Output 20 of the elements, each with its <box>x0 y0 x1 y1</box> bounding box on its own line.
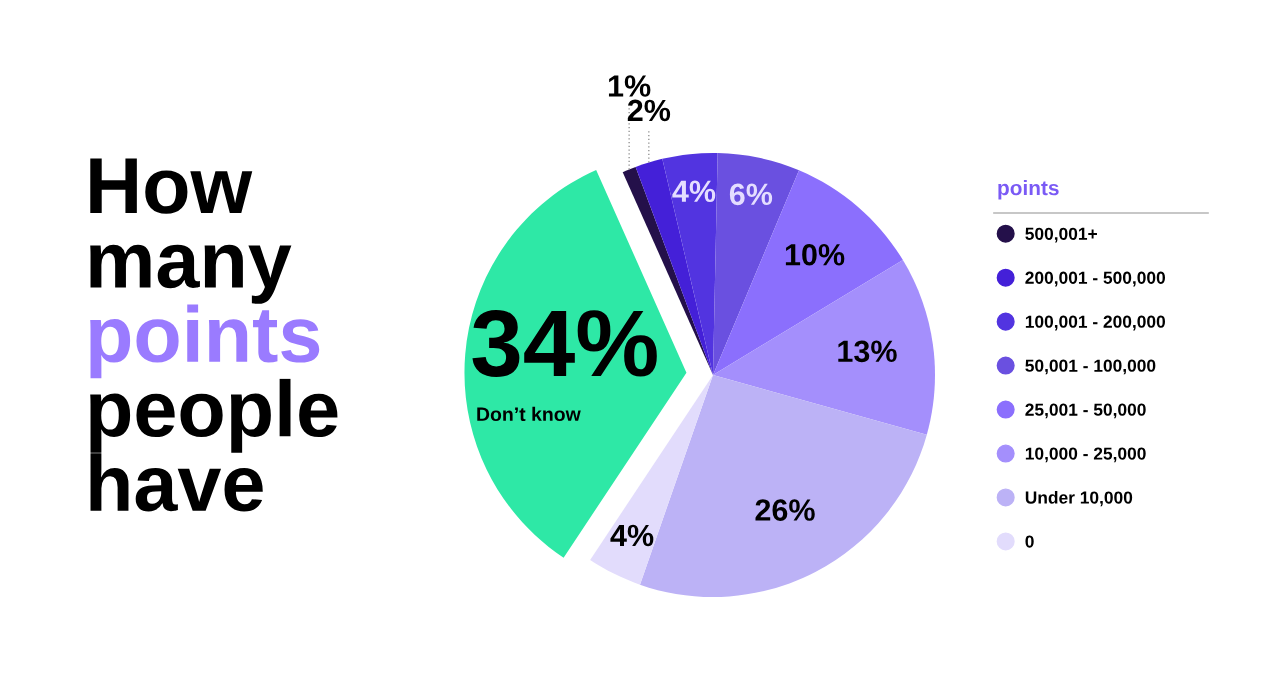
legend-label: 500,001+ <box>1025 227 1097 243</box>
legend-label: 50,001 - 100,000 <box>1025 359 1156 375</box>
legend-label: 10,000 - 25,000 <box>1025 447 1146 463</box>
legend-label: 0 <box>1025 535 1034 548</box>
data-label: 10% <box>785 243 845 266</box>
legend-title: points <box>998 180 1059 200</box>
data-label: 34% <box>472 309 657 377</box>
text: How many points people have <box>90 158 338 512</box>
data-label: 26% <box>755 499 815 521</box>
legend-label: Under 10,000 <box>1025 490 1133 507</box>
legend-label: 25,001 - 50,000 <box>1025 403 1146 419</box>
legend-label: 100,001 - 200,000 <box>1025 315 1166 331</box>
data-label: 13% <box>838 340 897 363</box>
legend-label: 200,001 - 500,000 <box>1025 271 1166 287</box>
data-label: 2% <box>627 99 671 122</box>
data-label: 6% <box>729 183 773 206</box>
data-label: 4% <box>610 524 654 547</box>
data-label: 1% <box>608 75 651 97</box>
data-label: 4% <box>672 180 716 203</box>
slice-label: Don’t know <box>477 406 581 422</box>
